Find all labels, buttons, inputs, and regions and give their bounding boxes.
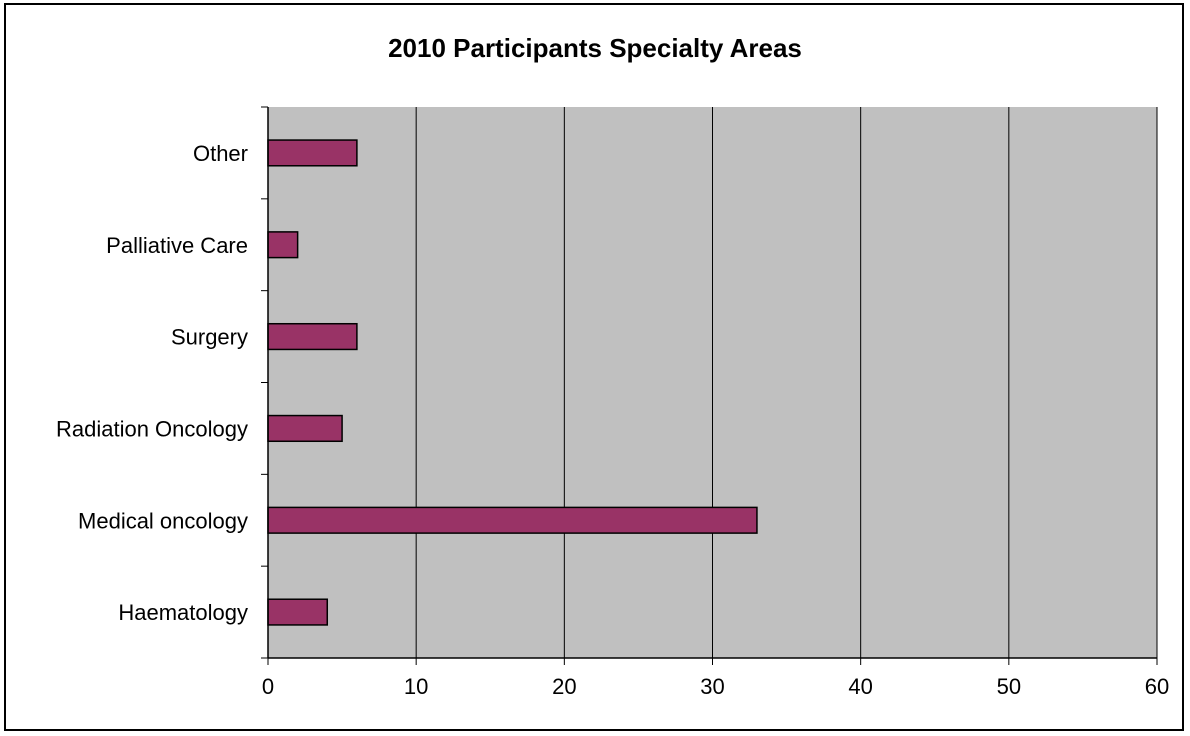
bar-other: [267, 139, 358, 167]
bar-series: [267, 139, 758, 626]
axis-labels: Haematology Medical oncology Radiation Onc…: [56, 141, 1169, 699]
bar-palliative-care: [267, 231, 299, 259]
y-tick-label: Medical oncology: [78, 508, 248, 533]
y-tick-label: Radiation Oncology: [56, 416, 248, 441]
axes: [261, 106, 1158, 665]
x-tick-label: 50: [997, 674, 1021, 699]
chart-title: 2010 Participants Specialty Areas: [388, 33, 802, 63]
y-tick-label: Palliative Care: [106, 233, 248, 258]
bar-surgery: [267, 322, 358, 351]
y-tick-label: Other: [193, 141, 248, 166]
x-tick-label: 40: [848, 674, 872, 699]
bar-medical-oncology: [267, 506, 758, 534]
x-tick-label: 0: [262, 674, 274, 699]
bar-radiation-oncology: [267, 414, 343, 443]
x-tick-label: 30: [700, 674, 724, 699]
gridlines: [415, 107, 1158, 658]
y-tick-label: Surgery: [171, 325, 248, 350]
y-tick-label: Haematology: [118, 600, 248, 625]
x-tick-label: 60: [1145, 674, 1169, 699]
x-tick-label: 10: [404, 674, 428, 699]
bar-haematology: [267, 598, 329, 626]
x-tick-label: 20: [552, 674, 576, 699]
